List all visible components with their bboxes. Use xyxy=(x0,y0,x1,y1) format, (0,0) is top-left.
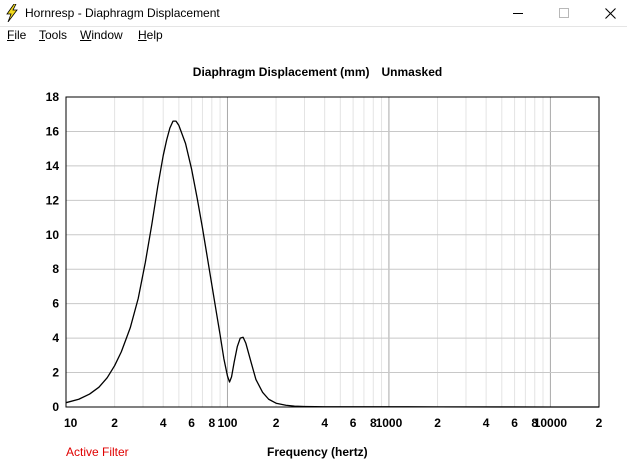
x-tick-label: 8 xyxy=(370,416,377,430)
y-tick-label: 6 xyxy=(52,297,59,311)
active-filter-label: Active Filter xyxy=(66,445,129,459)
x-tick-label: 6 xyxy=(511,416,518,430)
menu-window[interactable]: Window xyxy=(80,28,123,42)
y-tick-label: 16 xyxy=(46,124,60,138)
chart-window-content: Diaphragm Displacement (mm) Unmasked 0 2 4 6… xyxy=(0,46,627,468)
x-tick-label: 6 xyxy=(188,416,195,430)
menu-bar: File Tools Window Help xyxy=(0,27,627,46)
y-tick-label: 0 xyxy=(52,400,59,414)
x-tick-label: 8 xyxy=(208,416,215,430)
menu-file-label: ile xyxy=(14,28,27,42)
menu-tools-label: ools xyxy=(45,28,68,42)
menu-tools[interactable]: Tools xyxy=(39,28,67,42)
x-axis-label: Frequency (hertz) xyxy=(267,445,368,459)
menu-tools-accel: T xyxy=(39,28,45,42)
title-bar: Hornresp - Diaphragm Displacement xyxy=(0,0,627,27)
maximize-button[interactable] xyxy=(541,0,587,26)
y-tick-label: 18 xyxy=(46,90,60,104)
x-tick-label: 2 xyxy=(434,416,441,430)
lightning-bolt-icon xyxy=(6,4,18,22)
x-tick-label: 8 xyxy=(531,416,538,430)
x-tick-label: 10000 xyxy=(534,416,568,430)
displacement-series-line xyxy=(65,120,600,408)
x-tick-label: 2 xyxy=(273,416,280,430)
x-tick-label: 100 xyxy=(217,416,237,430)
menu-help[interactable]: Help xyxy=(138,28,163,42)
minimize-button[interactable] xyxy=(495,0,541,26)
menu-window-accel: W xyxy=(80,28,92,42)
minimize-icon xyxy=(513,13,523,14)
y-tick-label: 4 xyxy=(52,331,59,345)
y-tick-label: 10 xyxy=(46,228,60,242)
menu-window-label: indow xyxy=(91,28,123,42)
menu-help-label: elp xyxy=(146,28,163,42)
x-tick-label: 4 xyxy=(321,416,328,430)
maximize-icon xyxy=(559,8,569,18)
mask-state-label: Unmasked xyxy=(381,65,443,79)
chart-title-text: Diaphragm Displacement (mm) xyxy=(192,65,370,79)
plot-frame xyxy=(65,96,600,408)
window-title: Hornresp - Diaphragm Displacement xyxy=(25,6,220,20)
y-tick-label: 12 xyxy=(46,193,60,207)
x-tick-label: 2 xyxy=(111,416,118,430)
x-tick-label: 4 xyxy=(483,416,490,430)
y-tick-label: 8 xyxy=(52,262,59,276)
x-tick-label: 4 xyxy=(160,416,167,430)
x-tick-label: 6 xyxy=(350,416,357,430)
menu-file-accel: F xyxy=(7,28,15,42)
x-tick-label: 1000 xyxy=(376,416,403,430)
y-tick-label: 14 xyxy=(46,159,60,173)
menu-help-accel: H xyxy=(138,28,147,42)
menu-file[interactable]: File xyxy=(7,28,26,42)
x-tick-label: 2 xyxy=(596,416,603,430)
chart-title: Diaphragm Displacement (mm) Unmasked xyxy=(0,65,627,79)
x-tick-label: 10 xyxy=(64,416,78,430)
close-icon xyxy=(604,7,616,19)
close-button[interactable] xyxy=(587,0,627,26)
y-tick-label: 2 xyxy=(52,366,59,380)
